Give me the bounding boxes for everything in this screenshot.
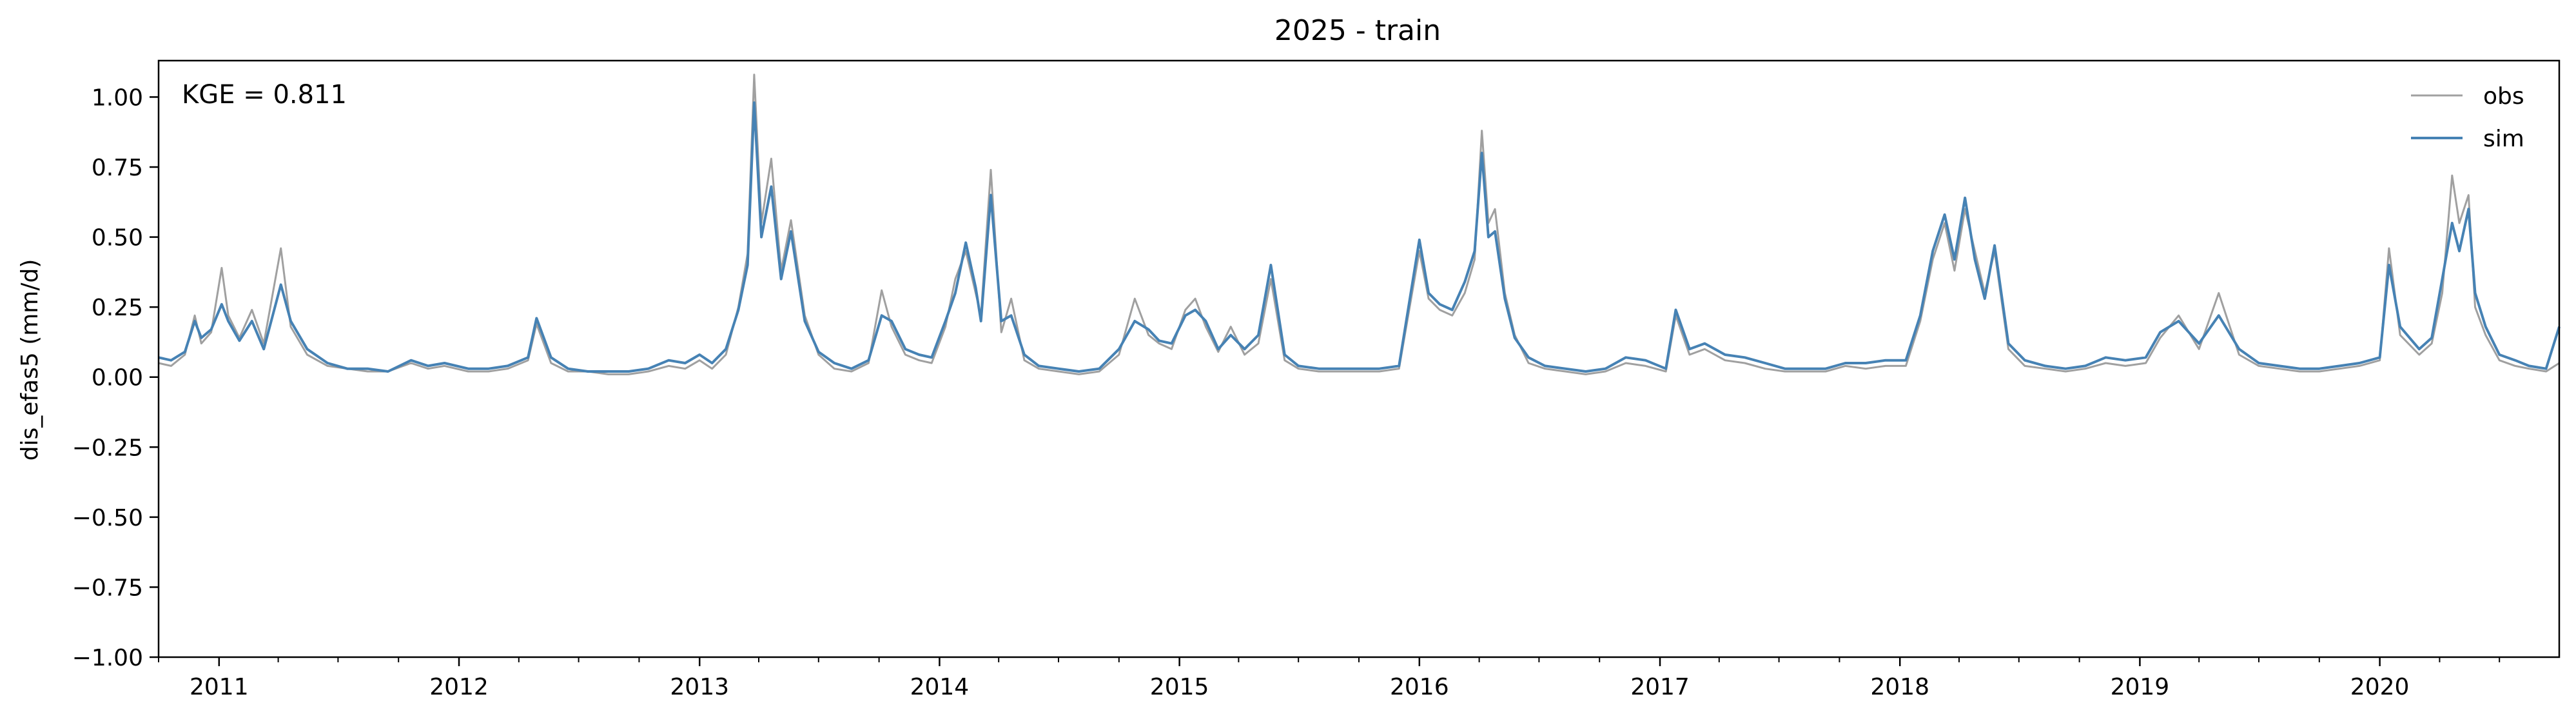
x-tick-label: 2020 — [2350, 674, 2410, 700]
y-tick-label: −1.00 — [72, 645, 143, 671]
y-axis: −1.00 −0.75 −0.50 −0.25 0.00 0.25 0.50 0.75 1.00 — [72, 84, 159, 671]
legend: obs sim — [2411, 83, 2524, 152]
x-tick-label: 2018 — [1870, 674, 1929, 700]
legend-label-obs: obs — [2483, 83, 2524, 110]
x-tick-label: 2016 — [1390, 674, 1449, 700]
y-tick-label: −0.50 — [72, 505, 143, 531]
x-axis: 2011 2012 2013 2014 2015 2016 2017 2018 2019 2020 — [158, 657, 2501, 700]
x-tick-label: 2012 — [429, 674, 489, 700]
plot-area — [158, 74, 2561, 375]
plot-frame — [157, 59, 2561, 658]
legend-label-sim: sim — [2483, 126, 2524, 152]
x-tick-label: 2019 — [2111, 674, 2170, 700]
chart-title: 2025 - train — [1274, 14, 1441, 47]
y-tick-label: 1.00 — [92, 84, 143, 111]
kge-annotation: KGE = 0.811 — [182, 80, 347, 110]
x-tick-label: 2014 — [910, 674, 970, 700]
y-tick-label: 0.00 — [92, 365, 143, 391]
x-tick-label: 2011 — [190, 674, 249, 700]
y-axis-label: dis_efas5 (mm/d) — [17, 259, 43, 461]
x-tick-label: 2013 — [670, 674, 729, 700]
y-tick-label: 0.50 — [92, 225, 143, 252]
series-line-obs — [158, 74, 2560, 375]
y-tick-label: 0.25 — [92, 295, 143, 321]
y-tick-label: −0.75 — [72, 575, 143, 601]
y-tick-label: 0.75 — [92, 155, 143, 181]
series-line-sim — [158, 101, 2561, 373]
x-tick-label: 2015 — [1150, 674, 1209, 700]
x-tick-label: 2017 — [1630, 674, 1690, 700]
y-tick-label: −0.25 — [72, 435, 143, 461]
